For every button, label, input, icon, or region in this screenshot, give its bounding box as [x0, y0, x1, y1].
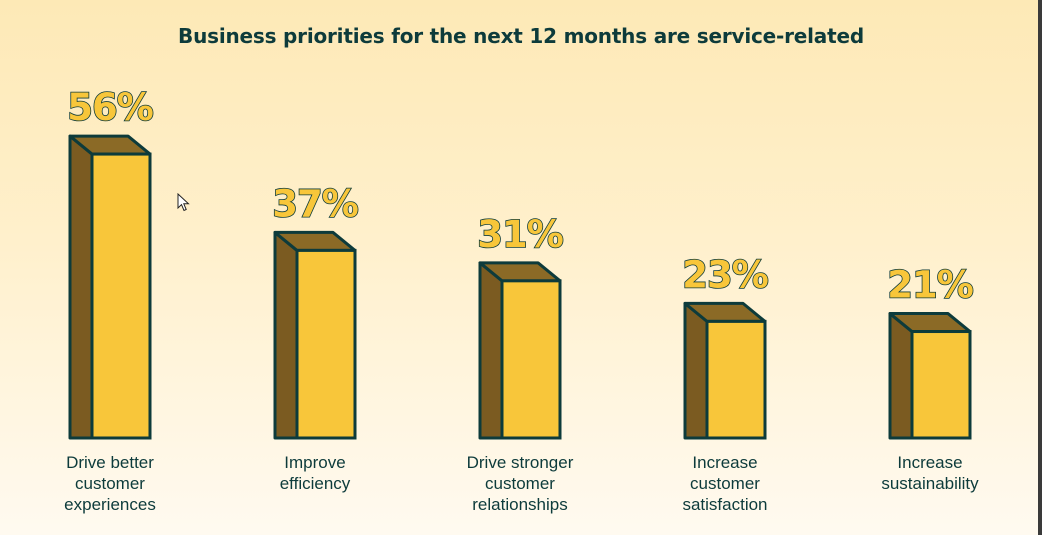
- bar-front-face: [90, 152, 152, 440]
- bar-side-face: [478, 261, 504, 440]
- bar: [273, 230, 357, 440]
- bar-side-face: [273, 230, 299, 440]
- mouse-pointer-icon: [177, 193, 190, 212]
- bar-side-face: [888, 312, 914, 440]
- bar: [68, 134, 152, 440]
- bar-front-face: [295, 248, 357, 440]
- bar-front-face: [705, 319, 767, 440]
- value-label: 31%: [477, 213, 563, 256]
- category-label: Increase customer satisfaction: [682, 453, 768, 514]
- value-label: 37%: [272, 182, 358, 225]
- category-label: Drive stronger customer relationships: [466, 453, 574, 514]
- bar-front-face: [910, 330, 972, 440]
- bar-side-face: [683, 301, 709, 440]
- value-label: 23%: [682, 253, 768, 296]
- window-edge: [1038, 0, 1042, 535]
- bar-front-face: [500, 279, 562, 440]
- chart-title: Business priorities for the next 12 mont…: [178, 24, 864, 48]
- bar-side-face: [68, 134, 94, 440]
- bar: [888, 312, 972, 440]
- category-label: Drive better customer experiences: [64, 453, 156, 514]
- category-label: Improve efficiency: [279, 453, 351, 493]
- bar: [683, 301, 767, 440]
- category-label: Increase sustainability: [881, 453, 979, 493]
- bars-layer: [68, 134, 972, 440]
- value-labels-layer: 56% 37% 31% 23% 21%: [66, 85, 974, 307]
- value-label: 21%: [887, 264, 973, 307]
- bar: [478, 261, 562, 440]
- value-label: 56%: [67, 86, 153, 129]
